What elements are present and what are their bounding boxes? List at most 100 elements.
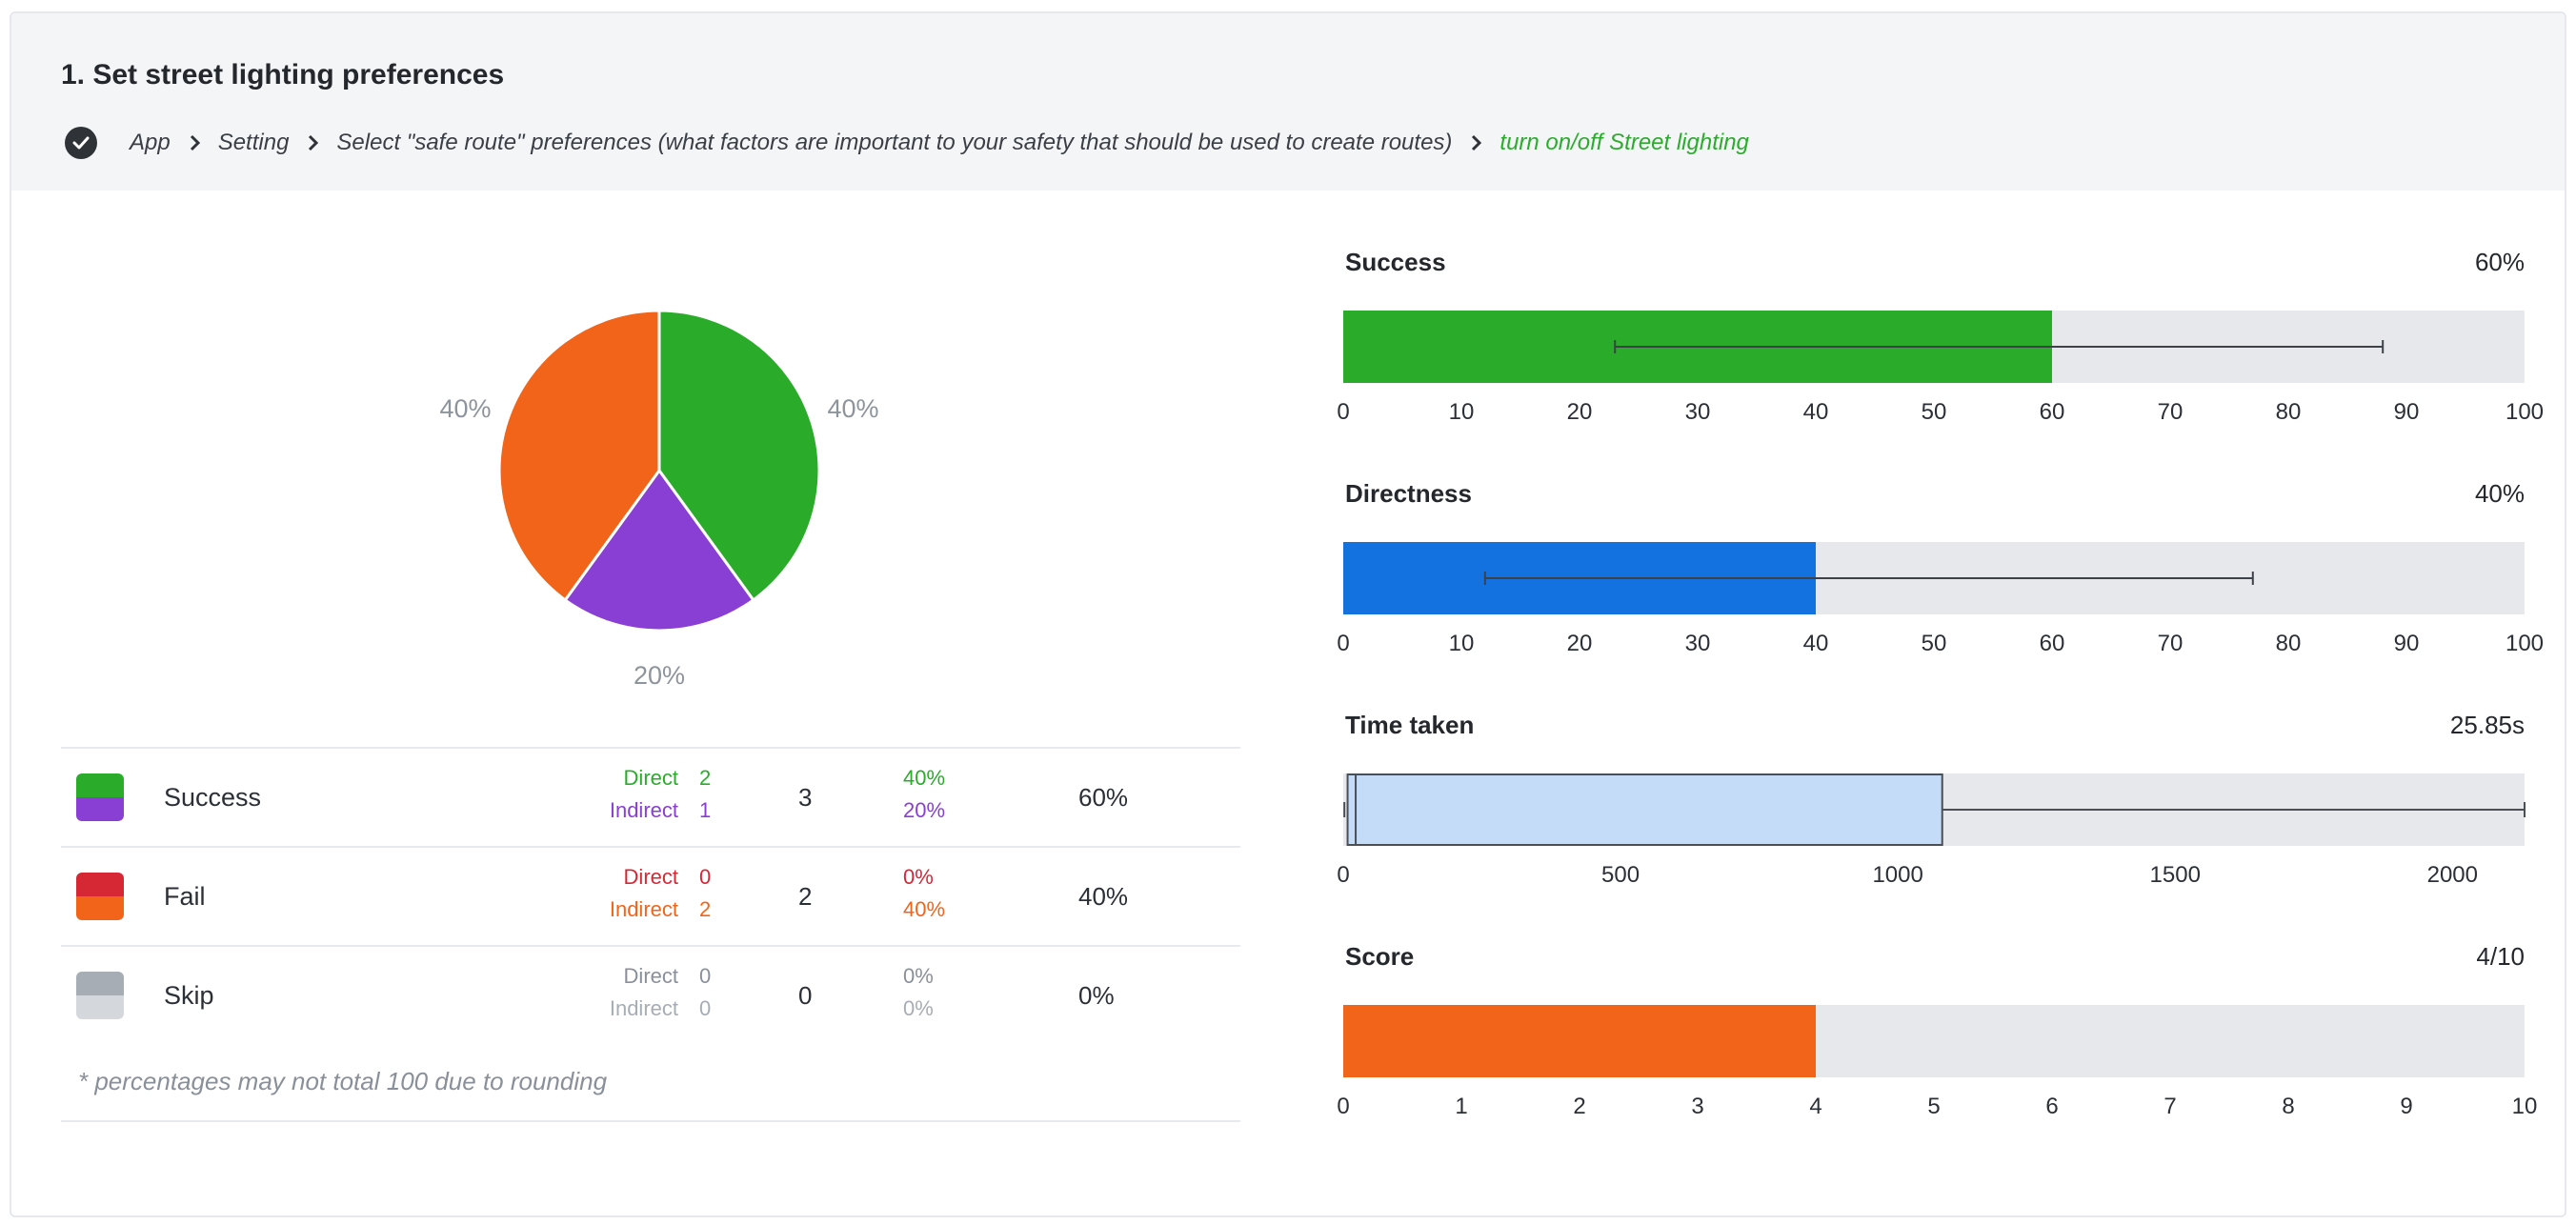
direct-key: Direct: [623, 766, 678, 790]
breadcrumb-item-street-lighting[interactable]: turn on/off Street lighting: [1499, 130, 1749, 155]
pie-slice-label: 40%: [828, 394, 879, 423]
direct-pct: 0%: [903, 865, 934, 889]
direct-count: 0: [699, 964, 712, 988]
metric-name: Time taken: [1345, 711, 1475, 739]
breadcrumb-item-setting[interactable]: Setting: [217, 130, 290, 155]
indirect-pct: 0%: [903, 996, 934, 1020]
legend-row-skip: Skip Direct Indirect 0 0 0 0% 0% 0%: [61, 945, 1240, 1044]
axis-tick-label: 80: [2276, 399, 2302, 425]
direct-key: Direct: [623, 964, 678, 988]
axis-tick-label: 100: [2506, 399, 2544, 425]
axis-tick-label: 8: [2282, 1094, 2294, 1119]
breadcrumb-item-preferences[interactable]: Select "safe route" preferences (what fa…: [336, 130, 1453, 155]
breadcrumb: App Setting Select "safe route" preferen…: [65, 124, 1749, 162]
score-metric: Score 4/10 0 1 2 3 4 5 6 7 8 9 10: [1337, 942, 2537, 1123]
total-count: 0: [798, 981, 813, 1010]
metric-value: 25.85s: [2449, 711, 2525, 739]
fail-swatch: [76, 873, 124, 920]
chevron-right-icon: [1471, 134, 1482, 151]
chevron-right-icon: [190, 134, 201, 151]
axis-tick-label: 90: [2394, 631, 2420, 656]
axis-tick-label: 70: [2158, 399, 2184, 425]
success-metric: Success 60% 0 10 20 30 40 50 60 70 80 90 100: [1337, 248, 2544, 429]
outcome-pie-chart: 40% 20% 40%: [439, 309, 879, 690]
outcome-legend-table: Success Direct Indirect 2 1 3 40% 20% 60…: [61, 747, 1240, 1122]
axis-tick-label: 0: [1337, 862, 1349, 888]
axis-tick-label: 500: [1601, 862, 1640, 888]
metric-value: 4/10: [2476, 942, 2525, 971]
legend-label: Fail: [164, 882, 206, 911]
legend-label: Skip: [164, 981, 214, 1010]
swatch-indirect: [76, 797, 124, 821]
axis-tick-label: 1500: [2150, 862, 2201, 888]
score-bar-chart: 0 1 2 3 4 5 6 7 8 9 10: [1337, 1005, 2537, 1119]
swatch-direct: [76, 773, 124, 797]
success-bar-chart: 0 10 20 30 40 50 60 70 80 90 100: [1337, 311, 2544, 425]
box-iqr: [1346, 773, 1943, 846]
total-count: 3: [798, 783, 813, 812]
bar-fill: [1343, 1005, 1816, 1077]
direct-pct: 0%: [903, 964, 934, 988]
axis-tick-label: 30: [1685, 631, 1711, 656]
axis-tick-label: 2000: [2427, 862, 2478, 888]
swatch-direct: [76, 972, 124, 995]
pie-slice-label: 40%: [439, 394, 491, 423]
axis-tick-label: 90: [2394, 399, 2420, 425]
indirect-key: Indirect: [609, 897, 678, 921]
axis-tick-label: 30: [1685, 399, 1711, 425]
time-box-chart: 0 500 1000 1500 2000: [1337, 773, 2526, 888]
indirect-count: 1: [699, 798, 712, 822]
metric-name: Score: [1345, 942, 1415, 971]
indirect-key: Indirect: [609, 798, 678, 822]
card-header: 1. Set street lighting preferences App S…: [11, 13, 2565, 191]
chevron-right-icon: [308, 134, 319, 151]
task-title: 1. Set street lighting preferences: [61, 59, 505, 90]
swatch-indirect: [76, 896, 124, 920]
swatch-indirect: [76, 995, 124, 1019]
axis-tick-label: 10: [2512, 1094, 2538, 1119]
check-circle-icon: [65, 127, 97, 159]
axis-tick-label: 100: [2506, 631, 2544, 656]
task-result-card: 1. Set street lighting preferences App S…: [10, 11, 2566, 1217]
overall-pct: 60%: [1078, 783, 1129, 812]
axis-tick-label: 1000: [1872, 862, 1922, 888]
axis-tick-label: 40: [1803, 399, 1829, 425]
axis-tick-label: 20: [1567, 631, 1593, 656]
axis-tick-label: 6: [2045, 1094, 2058, 1119]
axis-tick-label: 20: [1567, 399, 1593, 425]
pie-slice-fail-indirect: [497, 309, 661, 603]
legend-row-fail: Fail Direct Indirect 0 2 2 0% 40% 40%: [61, 846, 1240, 945]
skip-swatch: [76, 972, 124, 1019]
pie-slice-label: 20%: [634, 661, 685, 690]
indirect-pct: 40%: [903, 897, 946, 921]
axis-tick-label: 10: [1449, 631, 1475, 656]
axis-tick-label: 80: [2276, 631, 2302, 656]
overall-pct: 40%: [1078, 882, 1129, 911]
swatch-direct: [76, 873, 124, 896]
axis-tick-label: 50: [1922, 399, 1947, 425]
rounding-note-row: * percentages may not total 100 due to r…: [61, 1044, 1240, 1122]
time-metric: Time taken 25.85s 0 500 1000 1500 2000: [1337, 711, 2526, 892]
metric-name: Success: [1345, 248, 1446, 276]
indirect-pct: 20%: [903, 798, 946, 822]
axis-tick-label: 4: [1809, 1094, 1821, 1119]
metric-value: 40%: [2474, 479, 2525, 508]
axis-tick-label: 0: [1337, 631, 1349, 656]
axis-tick-label: 1: [1455, 1094, 1467, 1119]
axis-tick-label: 3: [1691, 1094, 1703, 1119]
metric-value: 60%: [2474, 248, 2525, 276]
pie-slice-success-indirect: [563, 468, 755, 633]
legend-row-success: Success Direct Indirect 2 1 3 40% 20% 60…: [61, 747, 1240, 846]
direct-count: 2: [699, 766, 712, 790]
breadcrumb-item-app[interactable]: App: [130, 130, 171, 155]
axis-tick-label: 0: [1337, 1094, 1349, 1119]
direct-key: Direct: [623, 865, 678, 889]
legend-label: Success: [164, 783, 262, 812]
success-swatch: [76, 773, 124, 821]
directness-bar-chart: 0 10 20 30 40 50 60 70 80 90 100: [1337, 542, 2544, 656]
axis-tick-label: 40: [1803, 631, 1829, 656]
axis-tick-label: 60: [2040, 631, 2065, 656]
direct-pct: 40%: [903, 766, 946, 790]
metric-name: Directness: [1345, 479, 1472, 508]
axis-tick-label: 9: [2400, 1094, 2412, 1119]
